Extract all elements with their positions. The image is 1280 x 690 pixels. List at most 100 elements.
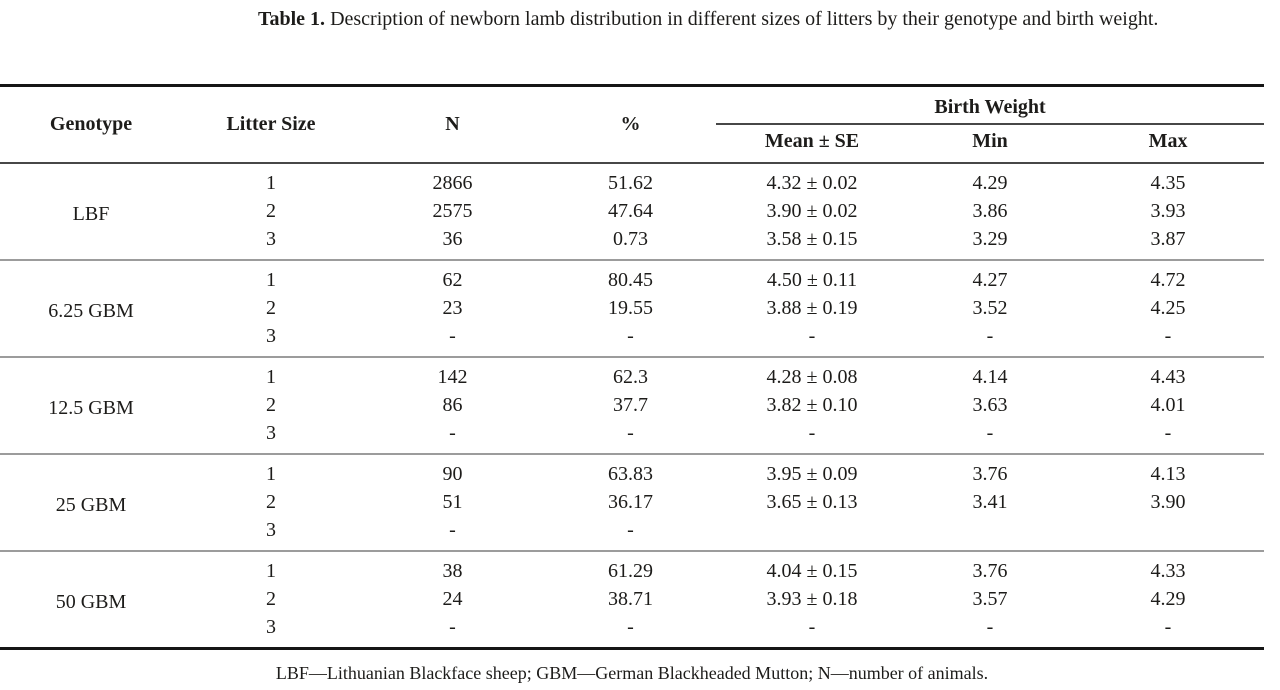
header-n: N (360, 85, 545, 164)
genotype-group: 25 GBM 1 90 63.83 3.95 ± 0.09 3.76 4.13 2 51 36.1… (0, 454, 1265, 551)
n-cell: - (449, 325, 456, 347)
mean-se-cell: 3.95 ± 0.09 (766, 463, 858, 485)
min-cell: 3.57 (972, 588, 1008, 610)
mean-se-cell: - (808, 325, 816, 347)
percent-cell: 38.71 (608, 588, 653, 610)
header-percent: % (545, 85, 716, 164)
mean-se-cell: 3.58 ± 0.15 (766, 228, 858, 250)
litter-size-cell: 1 (266, 172, 276, 194)
table-caption: Table 1. Description of newborn lamb dis… (258, 4, 1272, 34)
max-cell: 4.33 (1150, 560, 1186, 582)
table-row: 2 51 36.17 3.65 ± 0.13 3.41 3.90 (0, 488, 1264, 516)
max-cell: 3.93 (1150, 200, 1186, 222)
percent-cell: 36.17 (608, 491, 653, 513)
litter-size-cell: 2 (266, 200, 276, 222)
mean-se-cell: 3.93 ± 0.18 (766, 588, 858, 610)
mean-se-cell: 4.32 ± 0.02 (766, 172, 858, 194)
litter-size-cell: 3 (266, 325, 276, 347)
n-cell: - (449, 616, 456, 638)
n-cell: 24 (442, 588, 463, 610)
percent-cell: 63.83 (608, 463, 653, 485)
table-row: 50 GBM 1 38 61.29 4.04 ± 0.15 3.76 4.33 (0, 551, 1264, 613)
n-cell: 142 (437, 366, 468, 388)
n-cell: 90 (442, 463, 463, 485)
min-cell: - (986, 422, 994, 444)
litter-size-cell: 3 (266, 616, 276, 638)
n-cell: 62 (442, 269, 463, 291)
table-caption-text: Description of newborn lamb distribution… (330, 8, 1159, 30)
mean-se-cell: 3.90 ± 0.02 (766, 200, 858, 222)
table-row: 6.25 GBM 1 62 80.45 4.50 ± 0.11 4.27 4.72 (0, 260, 1264, 322)
percent-cell: 62.3 (613, 366, 648, 388)
max-cell: 4.13 (1150, 463, 1186, 485)
min-cell: 3.29 (972, 228, 1008, 250)
min-cell: - (986, 325, 994, 347)
mean-se-cell: - (808, 616, 816, 638)
max-cell: - (1164, 325, 1172, 347)
percent-cell: - (627, 325, 634, 347)
litter-size-cell: 1 (266, 463, 276, 485)
table-row: 3 - - - - - (0, 322, 1264, 357)
table-footnote: LBF—Lithuanian Blackface sheep; GBM—Germ… (275, 663, 989, 683)
min-cell: 3.76 (972, 463, 1008, 485)
header-max: Max (1072, 124, 1265, 164)
mean-se-cell (716, 516, 908, 551)
max-cell (1072, 516, 1264, 551)
table-row: 2 23 19.55 3.88 ± 0.19 3.52 4.25 (0, 294, 1264, 322)
litter-size-cell: 2 (266, 588, 276, 610)
table-row: 3 - - - - - (0, 419, 1264, 454)
mean-se-cell: 3.88 ± 0.19 (766, 297, 858, 319)
min-cell: 3.52 (972, 297, 1008, 319)
mean-se-cell: 4.04 ± 0.15 (766, 560, 858, 582)
n-cell: - (449, 519, 456, 541)
litter-size-cell: 1 (266, 366, 276, 388)
table-row: 2 86 37.7 3.82 ± 0.10 3.63 4.01 (0, 391, 1264, 419)
max-cell: - (1164, 422, 1172, 444)
litter-size-cell: 2 (266, 394, 276, 416)
min-cell: 3.76 (972, 560, 1008, 582)
min-cell (908, 516, 1072, 551)
table-row: 12.5 GBM 1 142 62.3 4.28 ± 0.08 4.14 4.43 (0, 357, 1264, 419)
n-cell: 2866 (432, 172, 473, 194)
max-cell: 4.72 (1150, 269, 1186, 291)
genotype-cell: 25 GBM (55, 494, 127, 516)
header-row-main: Genotype Litter Size N % Birth Weight (0, 85, 1265, 164)
header-genotype: Genotype (0, 85, 182, 164)
table-row: 3 36 0.73 3.58 ± 0.15 3.29 3.87 (0, 225, 1264, 260)
genotype-group: 50 GBM 1 38 61.29 4.04 ± 0.15 3.76 4.33 2 24 38.7… (0, 551, 1265, 649)
percent-cell: 19.55 (608, 297, 653, 319)
mean-se-cell: 4.50 ± 0.11 (766, 269, 858, 291)
table-row: 2 24 38.71 3.93 ± 0.18 3.57 4.29 (0, 585, 1264, 613)
max-cell: 4.29 (1150, 588, 1186, 610)
n-cell: 86 (442, 394, 463, 416)
min-cell: 3.86 (972, 200, 1008, 222)
genotype-cell: 12.5 GBM (48, 397, 134, 419)
table-row: 2 2575 47.64 3.90 ± 0.02 3.86 3.93 (0, 197, 1264, 225)
litter-size-cell: 1 (266, 269, 276, 291)
table-header: Genotype Litter Size N % Birth Weight Me… (0, 85, 1265, 164)
n-cell: 36 (442, 228, 463, 250)
percent-cell: 80.45 (608, 269, 653, 291)
litter-size-cell: 1 (266, 560, 276, 582)
n-cell: - (449, 422, 456, 444)
percent-cell: 47.64 (608, 200, 653, 222)
table-row: 3 - - - - - (0, 613, 1264, 649)
genotype-group: 12.5 GBM 1 142 62.3 4.28 ± 0.08 4.14 4.43 2 86 37… (0, 357, 1265, 454)
table-row: 3 - - (0, 516, 1264, 551)
n-cell: 38 (442, 560, 463, 582)
litter-size-cell: 3 (266, 519, 276, 541)
percent-cell: - (627, 616, 634, 638)
litter-size-cell: 2 (266, 297, 276, 319)
percent-cell: - (627, 422, 634, 444)
table-row: LBF 1 2866 51.62 4.32 ± 0.02 4.29 4.35 (0, 163, 1264, 225)
max-cell: 4.35 (1150, 172, 1186, 194)
max-cell: 3.87 (1150, 228, 1186, 250)
max-cell: 4.25 (1150, 297, 1186, 319)
genotype-group: 6.25 GBM 1 62 80.45 4.50 ± 0.11 4.27 4.72 2 23 19… (0, 260, 1265, 357)
n-cell: 2575 (432, 200, 473, 222)
min-cell: 3.41 (972, 491, 1008, 513)
mean-se-cell: 3.65 ± 0.13 (766, 491, 858, 513)
n-cell: 23 (442, 297, 463, 319)
max-cell: 3.90 (1150, 491, 1186, 513)
